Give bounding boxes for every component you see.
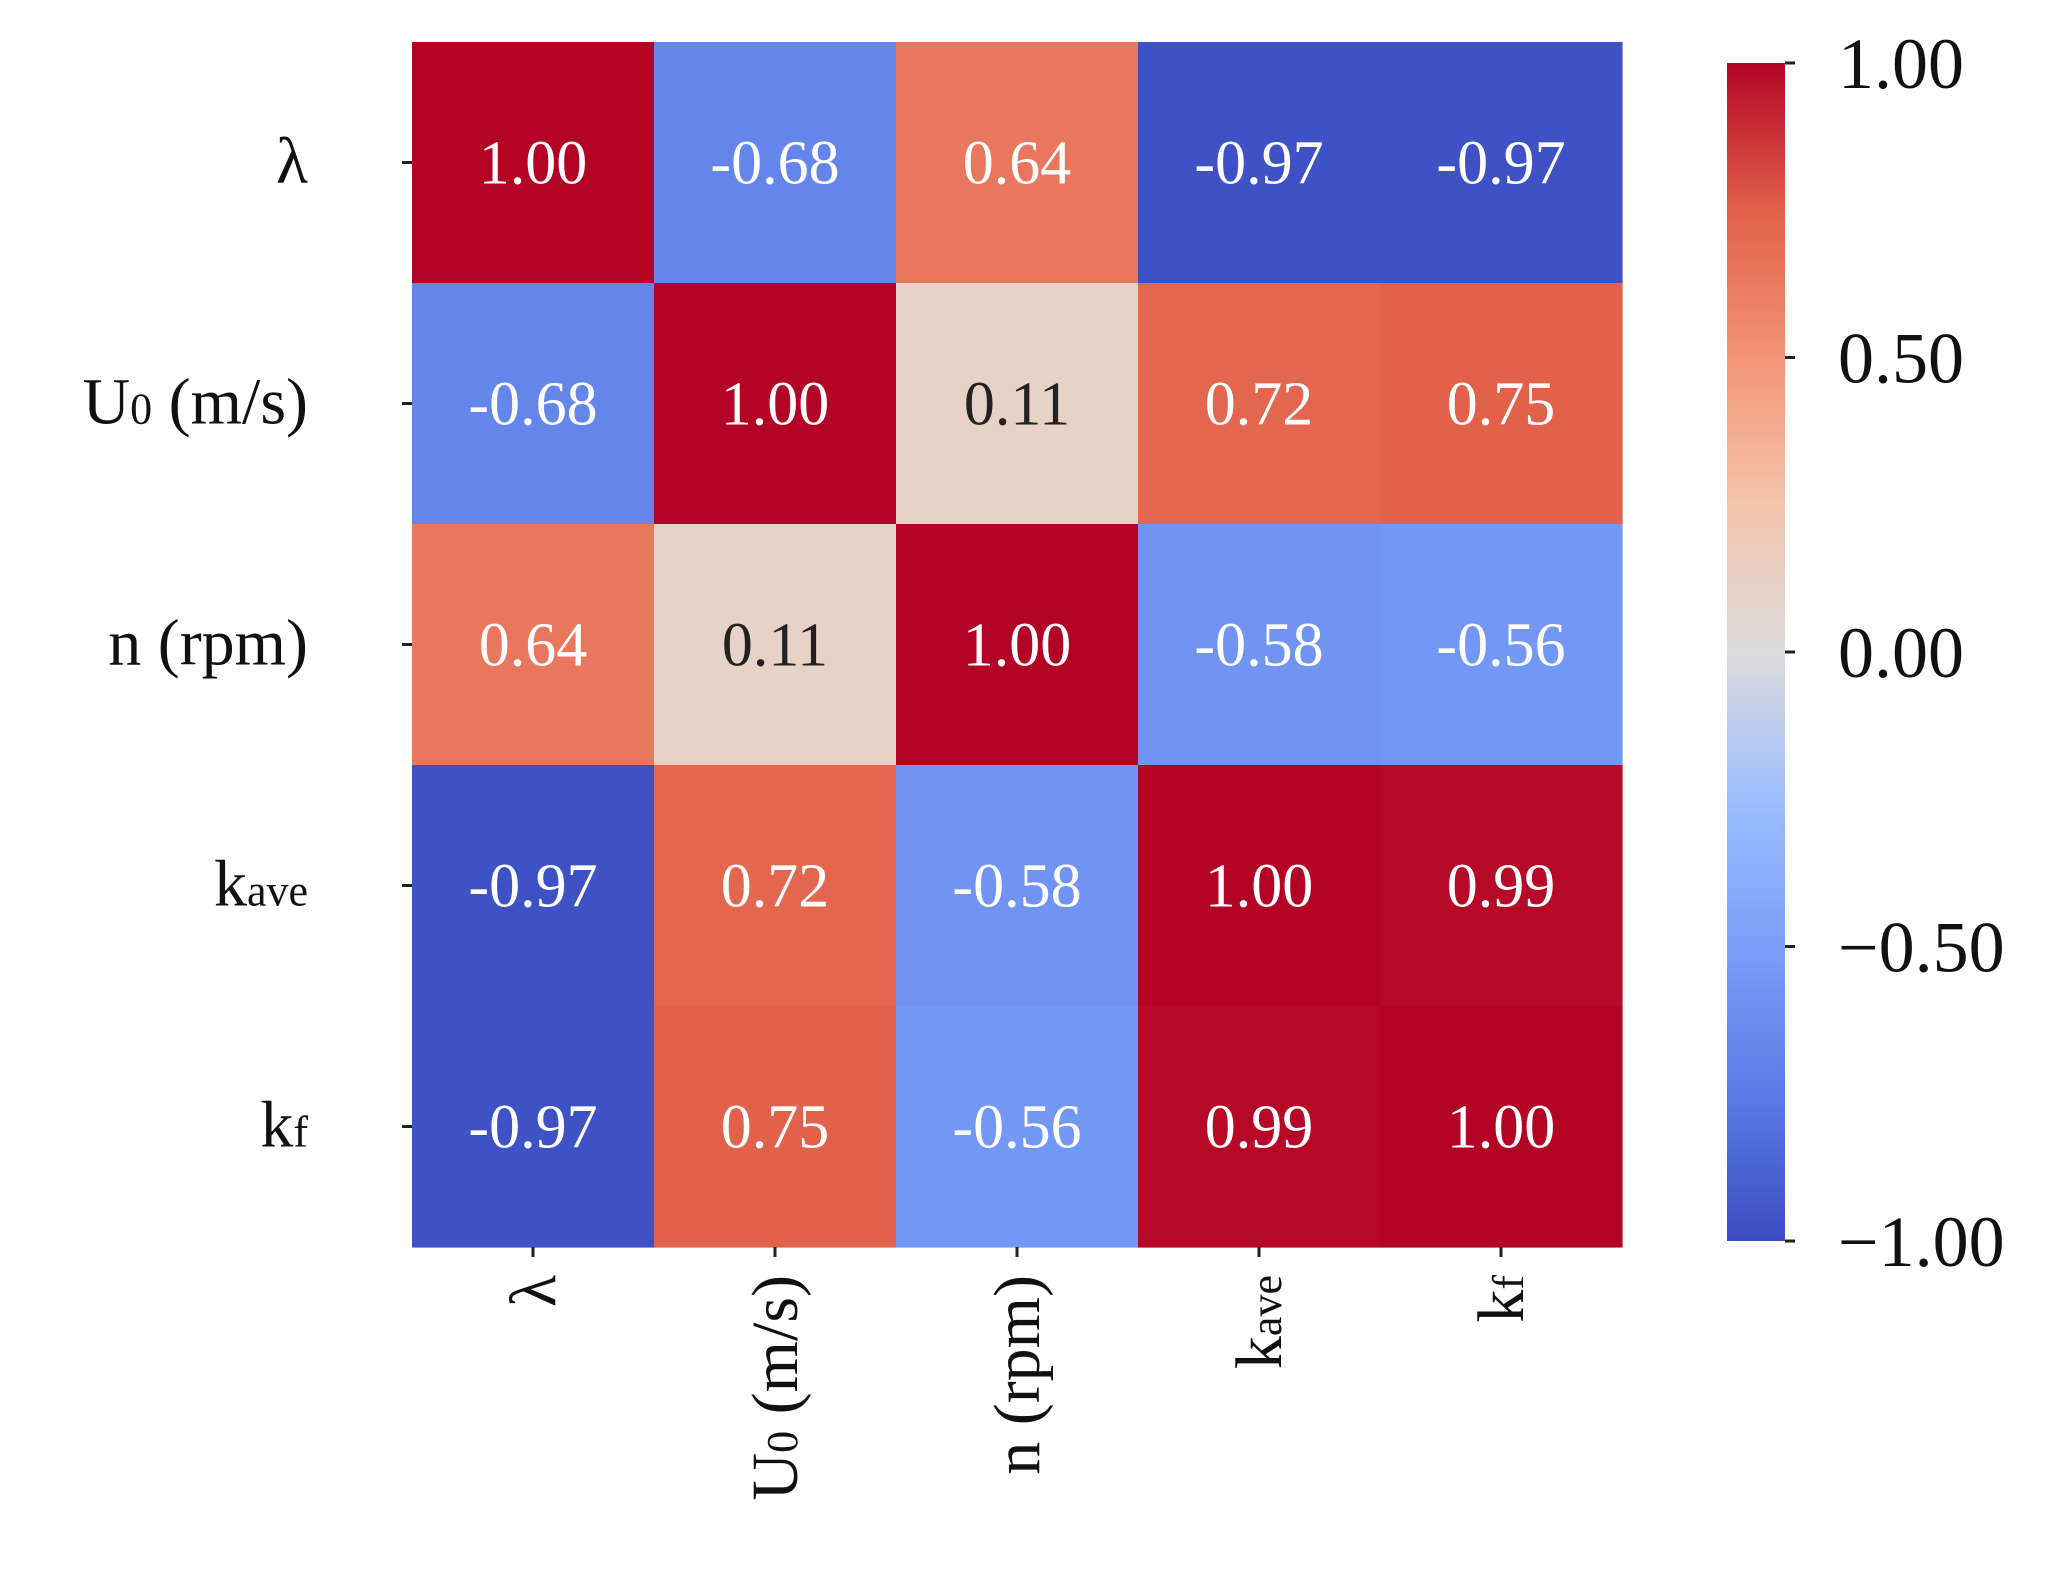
colorbar-tick-label: 0.00 bbox=[1838, 613, 1964, 693]
heatmap-cell bbox=[1380, 42, 1623, 284]
y-tick-label: kave bbox=[214, 848, 308, 921]
heatmap-cell bbox=[896, 524, 1139, 766]
heatmap-cell bbox=[896, 283, 1139, 525]
heatmap-cell bbox=[896, 1006, 1139, 1248]
cell-value-label: 0.64 bbox=[479, 612, 588, 680]
heatmap-cell bbox=[1380, 1006, 1623, 1248]
cell-value-label: 0.75 bbox=[721, 1094, 830, 1162]
cell-value-label: 0.72 bbox=[1205, 371, 1314, 439]
cell-value-label: -0.97 bbox=[468, 853, 597, 921]
cell-value-label: -0.58 bbox=[1194, 612, 1323, 680]
x-axis: λ U0 (m/s) n (rpm) kave kf bbox=[497, 1247, 1538, 1501]
cell-value-label: -0.68 bbox=[468, 371, 597, 439]
heatmap-cells bbox=[412, 42, 1623, 1248]
heatmap-cell bbox=[412, 765, 655, 1007]
colorbar-tick-label: 0.50 bbox=[1838, 319, 1964, 399]
colorbar-gradient bbox=[1727, 63, 1785, 1241]
y-tick-label: kf bbox=[260, 1089, 308, 1162]
cell-value-label: 0.64 bbox=[963, 130, 1072, 198]
heatmap-cell bbox=[1138, 283, 1381, 525]
cell-value-label: 0.11 bbox=[964, 371, 1070, 439]
heatmap-cell bbox=[654, 1006, 897, 1248]
cell-value-label: 1.00 bbox=[479, 130, 588, 198]
heatmap-cell bbox=[654, 765, 897, 1007]
heatmap-cell bbox=[896, 42, 1139, 284]
cell-value-label: 1.00 bbox=[1447, 1094, 1556, 1162]
cell-value-label: -0.58 bbox=[952, 853, 1081, 921]
heatmap-cell bbox=[654, 524, 897, 766]
heatmap-cell bbox=[412, 42, 655, 284]
heatmap-cell bbox=[412, 283, 655, 525]
heatmap-cell bbox=[1138, 1006, 1381, 1248]
y-tick-label: n (rpm) bbox=[108, 607, 308, 680]
colorbar-tick-label: −0.50 bbox=[1838, 908, 2005, 988]
cell-value-label: 1.00 bbox=[721, 371, 830, 439]
heatmap-cell bbox=[1380, 765, 1623, 1007]
x-tick-label: kf bbox=[1465, 1275, 1538, 1323]
cell-value-label: -0.68 bbox=[710, 130, 839, 198]
x-tick-label: λ bbox=[497, 1275, 570, 1307]
cell-value-label: -0.97 bbox=[468, 1094, 597, 1162]
heatmap-cell bbox=[1380, 283, 1623, 525]
cell-value-label: 0.72 bbox=[721, 853, 830, 921]
y-axis: λ U0 (m/s) n (rpm) kave kf bbox=[83, 125, 412, 1162]
cell-value-label: 0.75 bbox=[1447, 371, 1556, 439]
y-tick-label: λ bbox=[276, 125, 308, 198]
cell-value-label: 1.00 bbox=[963, 612, 1072, 680]
cell-value-label: -0.97 bbox=[1436, 130, 1565, 198]
x-tick-label: U0 (m/s) bbox=[739, 1275, 812, 1501]
cell-value-label: -0.56 bbox=[952, 1094, 1081, 1162]
heatmap-cell-labels: 1.00 -0.68 0.64 -0.97 -0.97 -0.68 1.00 0.11 0.72… bbox=[468, 130, 1565, 1162]
cell-value-label: 0.99 bbox=[1205, 1094, 1314, 1162]
heatmap-cell bbox=[654, 283, 897, 525]
cell-value-label: -0.97 bbox=[1194, 130, 1323, 198]
heatmap-cell bbox=[412, 1006, 655, 1248]
heatmap-cell bbox=[654, 42, 897, 284]
colorbar-tick-label: −1.00 bbox=[1838, 1202, 2005, 1282]
heatmap-cell bbox=[412, 524, 655, 766]
x-tick-label: kave bbox=[1223, 1275, 1296, 1369]
colorbar: 1.00 0.50 0.00 −0.50 −1.00 bbox=[1727, 24, 2005, 1282]
cell-value-label: -0.56 bbox=[1436, 612, 1565, 680]
y-tick-label: U0 (m/s) bbox=[83, 366, 309, 439]
heatmap-cell bbox=[896, 765, 1139, 1007]
x-tick-label: n (rpm) bbox=[981, 1275, 1054, 1475]
cell-value-label: 0.11 bbox=[722, 612, 828, 680]
heatmap-cell bbox=[1138, 524, 1381, 766]
cell-value-label: 0.99 bbox=[1447, 853, 1556, 921]
heatmap-cell bbox=[1138, 765, 1381, 1007]
cell-value-label: 1.00 bbox=[1205, 853, 1314, 921]
heatmap-cell bbox=[1380, 524, 1623, 766]
colorbar-tick-label: 1.00 bbox=[1838, 24, 1964, 104]
heatmap-cell bbox=[1138, 42, 1381, 284]
